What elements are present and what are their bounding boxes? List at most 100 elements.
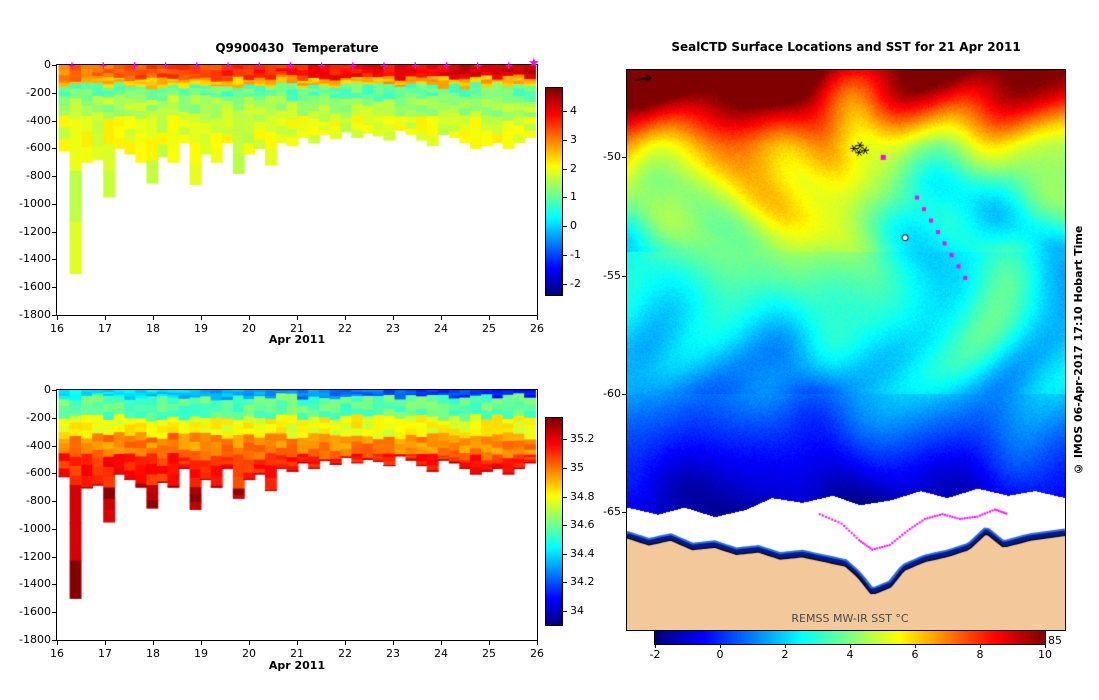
latitude-tick-label: -60 <box>603 386 621 400</box>
x-axis-tick <box>393 640 394 645</box>
colorbar-tick-label: 3 <box>570 132 577 146</box>
y-axis-tick <box>52 612 57 614</box>
x-axis-tick <box>57 640 58 645</box>
x-axis-tick <box>153 315 154 320</box>
y-axis-tick <box>52 176 57 178</box>
x-tick-label: 25 <box>482 647 496 660</box>
temperature-heatmap <box>57 65 537 315</box>
x-tick-label: 25 <box>482 322 496 335</box>
sst-colorbar-tick-label: 10 <box>1038 648 1052 661</box>
y-axis-tick <box>52 445 57 447</box>
sst-colorbar-tick-label: -2 <box>649 648 661 661</box>
colorbar-tick-label: 35 <box>570 460 584 474</box>
profile-time-marker: + <box>285 59 296 72</box>
y-axis-tick <box>52 65 57 66</box>
latest-position-marker: ★ <box>528 56 540 71</box>
y-axis-tick <box>52 417 57 419</box>
x-axis-tick <box>345 315 346 320</box>
y-tick-label: -200 <box>26 85 51 99</box>
profile-time-marker: + <box>98 59 108 72</box>
sst-colorbar-tick-label: 8 <box>976 648 984 661</box>
latitude-tick <box>622 511 627 513</box>
x-tick-label: 18 <box>146 322 160 335</box>
x-axis-tick <box>345 640 346 645</box>
x-axis-tick <box>297 640 298 645</box>
colorbar-tick-label: 34 <box>570 603 584 617</box>
x-tick-label: 21 <box>290 322 304 335</box>
x-tick-label: 20 <box>242 322 256 335</box>
profile-time-marker: + <box>67 59 77 72</box>
sst-colorbar-tick <box>655 645 656 648</box>
colorbar-tick-label: 4 <box>570 104 577 117</box>
map-title: SealCTD Surface Locations and SST for 21… <box>671 40 1021 54</box>
x-tick-label: 26 <box>530 322 544 335</box>
x-axis-tick <box>249 640 250 645</box>
x-tick-label: 17 <box>98 322 112 335</box>
sst-colorbar <box>655 631 1045 644</box>
colorbar-tick <box>563 525 567 527</box>
y-tick-label: -1200 <box>19 224 51 238</box>
y-axis-tick <box>52 231 57 233</box>
x-tick-label: 26 <box>530 647 544 660</box>
latitude-tick <box>622 393 627 395</box>
latitude-tick <box>622 275 627 277</box>
x-axis-tick <box>393 315 394 320</box>
y-axis-tick <box>52 148 57 150</box>
x-axis-tick <box>297 315 298 320</box>
profile-time-marker: + <box>317 59 327 72</box>
colorbar-tick <box>563 610 567 612</box>
x-axis-tick <box>249 315 250 320</box>
colorbar-tick-label: 35.2 <box>570 432 595 446</box>
profile-time-marker: + <box>223 59 233 72</box>
colorbar-tick-label: -2 <box>570 276 581 290</box>
x-tick-label: 23 <box>386 647 400 660</box>
sst-colorbar-tick <box>915 645 916 648</box>
y-axis-tick <box>52 203 57 205</box>
x-axis-tick <box>201 315 202 320</box>
salinity-xlabel: Apr 2011 <box>268 659 326 672</box>
profile-time-marker: + <box>348 59 358 72</box>
x-axis-tick <box>441 315 442 320</box>
x-tick-label: 18 <box>146 647 160 660</box>
y-axis-tick <box>52 473 57 475</box>
colorbar-tick-label: 34.6 <box>570 518 595 532</box>
profile-time-marker: + <box>254 59 264 72</box>
salinity-heatmap <box>57 390 537 640</box>
x-tick-label: 22 <box>338 322 352 335</box>
colorbar-tick-label: -1 <box>570 247 581 261</box>
colorbar-tick <box>563 111 567 112</box>
profile-time-marker: + <box>129 59 140 72</box>
x-axis-tick <box>489 315 490 320</box>
y-tick-label: -200 <box>26 410 51 424</box>
y-axis-tick <box>52 528 57 530</box>
y-tick-label: -800 <box>26 494 51 508</box>
y-axis-tick <box>52 556 57 558</box>
colorbar-tick-label: 2 <box>570 161 577 175</box>
y-tick-label: -1000 <box>19 196 51 210</box>
profile-time-marker: + <box>504 59 514 72</box>
profile-time-marker: + <box>192 59 202 72</box>
map-corner-label: 85 <box>1048 634 1062 647</box>
y-tick-label: -800 <box>26 169 51 183</box>
sst-colorbar-tick-label: 0 <box>716 648 724 661</box>
colorbar-tick <box>563 283 567 285</box>
y-tick-label: -1400 <box>19 252 51 266</box>
x-tick-label: 24 <box>434 647 448 660</box>
latitude-tick-label: -65 <box>603 504 621 518</box>
y-axis-tick <box>52 259 57 261</box>
x-tick-label: 24 <box>434 322 448 335</box>
y-axis-tick <box>52 120 57 122</box>
y-tick-label: -1600 <box>19 280 51 294</box>
latitude-tick-label: -50 <box>603 150 621 164</box>
colorbar-tick <box>563 582 567 584</box>
salinity-colorbar <box>546 418 562 625</box>
colorbar-tick-label: 34.8 <box>570 489 595 503</box>
x-tick-label: 21 <box>290 647 304 660</box>
y-axis-tick <box>52 315 57 316</box>
x-axis-tick <box>105 640 106 645</box>
x-tick-label: 20 <box>242 647 256 660</box>
colorbar-tick-label: 34.4 <box>570 546 595 560</box>
x-tick-label: 23 <box>386 322 400 335</box>
sst-colorbar-label: REMSS MW-IR SST °C <box>791 612 909 625</box>
